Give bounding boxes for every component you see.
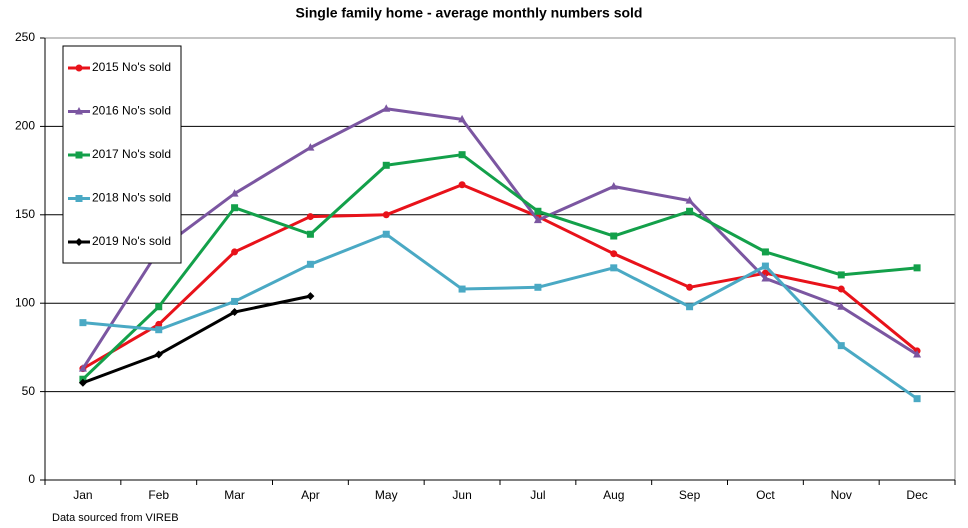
data-point — [382, 161, 390, 169]
x-tick-label: Oct — [756, 488, 775, 502]
x-tick-label: May — [375, 488, 398, 502]
x-tick-label: Nov — [831, 488, 852, 502]
data-point — [686, 283, 694, 291]
data-point — [230, 189, 239, 197]
legend-marker — [75, 195, 83, 202]
data-point — [458, 151, 466, 159]
data-point — [155, 326, 163, 334]
data-point — [231, 297, 239, 305]
chart-title: Single family home - average monthly num… — [296, 5, 643, 21]
legend-label: 2017 No's sold — [92, 147, 171, 161]
x-tick-label: Jan — [73, 488, 92, 502]
x-tick-label: Jun — [452, 488, 471, 502]
series-line — [81, 107, 918, 370]
x-tick-label: Dec — [906, 488, 927, 502]
data-point — [533, 215, 542, 224]
data-point — [78, 364, 87, 372]
data-point — [382, 230, 390, 238]
series-line — [81, 153, 918, 381]
data-point — [837, 271, 845, 279]
data-point — [685, 196, 694, 204]
data-point — [913, 264, 921, 272]
data-point — [382, 211, 390, 219]
data-point — [382, 104, 391, 112]
data-point — [79, 319, 87, 327]
series-line — [82, 232, 918, 400]
data-point — [837, 285, 845, 293]
data-point — [155, 303, 163, 311]
data-point — [78, 378, 87, 387]
data-point — [761, 248, 769, 256]
y-tick-label: 200 — [15, 119, 35, 133]
data-point — [306, 260, 314, 268]
y-tick-label: 150 — [15, 207, 35, 221]
x-tick-label: Jul — [530, 488, 545, 502]
data-point — [610, 264, 618, 272]
data-point — [837, 302, 846, 310]
data-point — [306, 143, 315, 151]
x-tick-label: Sep — [679, 488, 701, 502]
y-tick-label: 100 — [15, 295, 35, 309]
legend-label: 2019 No's sold — [92, 234, 171, 248]
x-tick-label: Aug — [603, 488, 624, 502]
data-point — [306, 292, 315, 301]
legend-label: 2016 No's sold — [92, 104, 171, 118]
data-point — [837, 342, 845, 350]
data-point — [913, 395, 921, 403]
y-tick-label: 50 — [22, 384, 36, 398]
data-point — [761, 273, 770, 282]
data-point — [609, 182, 618, 190]
x-tick-label: Feb — [148, 488, 169, 502]
data-point — [761, 262, 769, 270]
data-point — [534, 283, 542, 291]
x-tick-label: Apr — [301, 488, 320, 502]
series-line — [82, 183, 919, 370]
legend-marker — [75, 238, 83, 246]
data-point — [231, 204, 239, 212]
data-point — [458, 114, 467, 123]
data-point — [610, 250, 618, 258]
legend-label: 2015 No's sold — [92, 60, 171, 74]
data-point — [686, 207, 694, 215]
legend-label: 2018 No's sold — [92, 191, 171, 205]
x-tick-label: Mar — [224, 488, 245, 502]
data-point — [913, 349, 922, 358]
data-point — [231, 248, 239, 256]
y-tick-label: 0 — [28, 472, 35, 486]
source-note: Data sourced from VIREB — [52, 512, 179, 524]
data-point — [306, 230, 314, 238]
legend-marker — [75, 64, 83, 72]
legend-marker — [75, 151, 83, 159]
data-point — [686, 303, 694, 311]
series-line — [82, 294, 311, 385]
data-point — [534, 207, 542, 215]
legend-marker — [75, 107, 83, 115]
data-point — [458, 285, 466, 293]
data-point — [306, 213, 314, 221]
data-point — [155, 320, 163, 328]
y-tick-label: 250 — [15, 30, 35, 44]
data-point — [610, 232, 618, 240]
data-point — [154, 350, 163, 359]
data-point — [458, 181, 466, 189]
data-point — [230, 308, 239, 317]
